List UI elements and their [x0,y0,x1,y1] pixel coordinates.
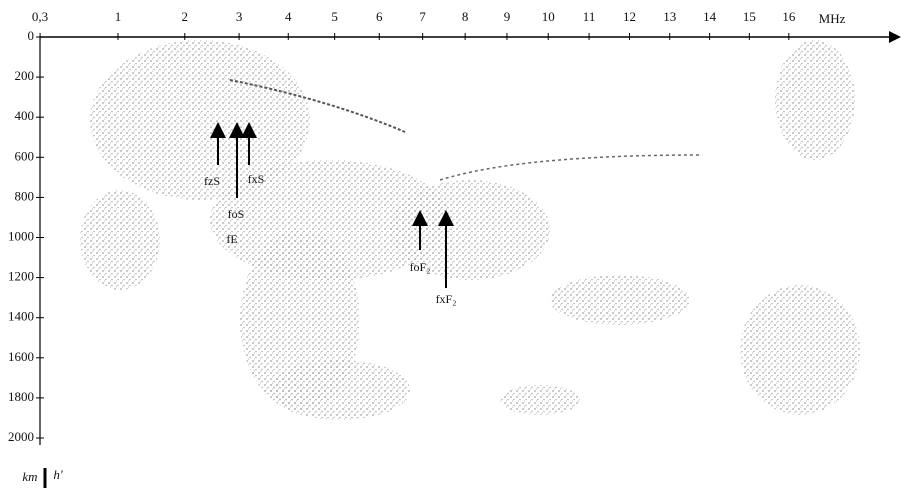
y-tick-label: 1800 [8,389,34,404]
x-tick-label: 13 [663,9,676,24]
ionogram: 0,312345678910111213141516MHz02004006008… [0,0,912,491]
y-unit: km [22,469,37,484]
x-tick-label: 8 [462,9,469,24]
x-tick-label: 6 [376,9,383,24]
x-tick-label: 10 [542,9,555,24]
x-tick-label: 2 [182,9,189,24]
echo-speckle [80,40,860,420]
x-tick-label: 14 [703,9,717,24]
y-tick-label: 200 [15,68,35,83]
x-tick-label: 7 [419,9,426,24]
annotation: foS [228,207,245,221]
y-tick-label: 1200 [8,269,34,284]
y-tick-label: 1000 [8,228,34,243]
y-tick-label: 1400 [8,309,34,324]
annotation: fxF₂ [436,292,457,306]
y-tick-label: 0 [28,28,35,43]
x-tick-label: 12 [623,9,636,24]
x-tick-label: 3 [236,9,243,24]
trace [440,155,700,180]
y-tick-label: 400 [15,108,35,123]
y-tick-label: 1600 [8,349,34,364]
annotation: fzS [204,174,220,188]
x-tick-label: 11 [583,9,596,24]
x-tick-label: 16 [782,9,796,24]
annotation: fE [226,232,237,246]
y-axis-label: h' [53,467,63,482]
x-tick-label: 9 [504,9,511,24]
x-tick-label: 4 [285,9,292,24]
y-tick-label: 800 [15,188,35,203]
x-tick-label: 1 [115,9,122,24]
y-tick-label: 2000 [8,429,34,444]
x-axis-label: MHz [819,11,846,26]
x-tick-label: 5 [331,9,338,24]
x-tick-label: 15 [743,9,756,24]
annotation: fxS [248,172,265,186]
annotation: foF₂ [410,260,431,274]
x-tick-label: 0,3 [32,9,48,24]
y-tick-label: 600 [15,148,35,163]
